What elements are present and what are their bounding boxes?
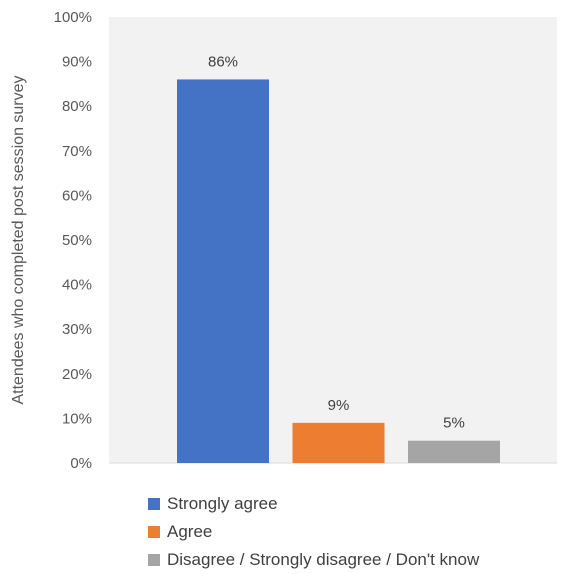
legend-item-strongly-agree: Strongly agree <box>148 490 479 518</box>
y-tick-label: 30% <box>62 321 92 338</box>
y-tick-label: 70% <box>62 143 92 160</box>
y-tick-label: 80% <box>62 98 92 115</box>
y-tick-label: 50% <box>62 232 92 249</box>
legend-swatch <box>148 526 160 538</box>
y-tick-label: 90% <box>62 54 92 71</box>
y-tick-label: 40% <box>62 277 92 294</box>
data-label: 5% <box>443 415 465 432</box>
legend: Strongly agree Agree Disagree / Strongly… <box>148 490 479 574</box>
legend-swatch <box>148 554 160 566</box>
y-axis-title: Attendees who completed post session sur… <box>10 75 27 404</box>
data-label: 86% <box>208 53 238 70</box>
y-tick-label: 0% <box>70 455 92 472</box>
y-tick-label: 20% <box>62 366 92 383</box>
legend-label: Agree <box>167 522 213 541</box>
data-label: 9% <box>328 397 350 414</box>
bar-1 <box>177 79 269 463</box>
legend-item-agree: Agree <box>148 518 479 546</box>
legend-item-disagree: Disagree / Strongly disagree / Don't kno… <box>148 546 479 574</box>
y-tick-label: 10% <box>62 410 92 427</box>
y-tick-label: 60% <box>62 187 92 204</box>
bar-2 <box>292 422 385 463</box>
legend-swatch <box>148 498 160 510</box>
y-tick-label: 100% <box>54 9 92 26</box>
legend-label: Strongly agree <box>167 494 278 513</box>
bar-3 <box>408 440 500 463</box>
bar-chart: Attendees who completed post session sur… <box>10 9 557 472</box>
legend-label: Disagree / Strongly disagree / Don't kno… <box>167 550 480 569</box>
